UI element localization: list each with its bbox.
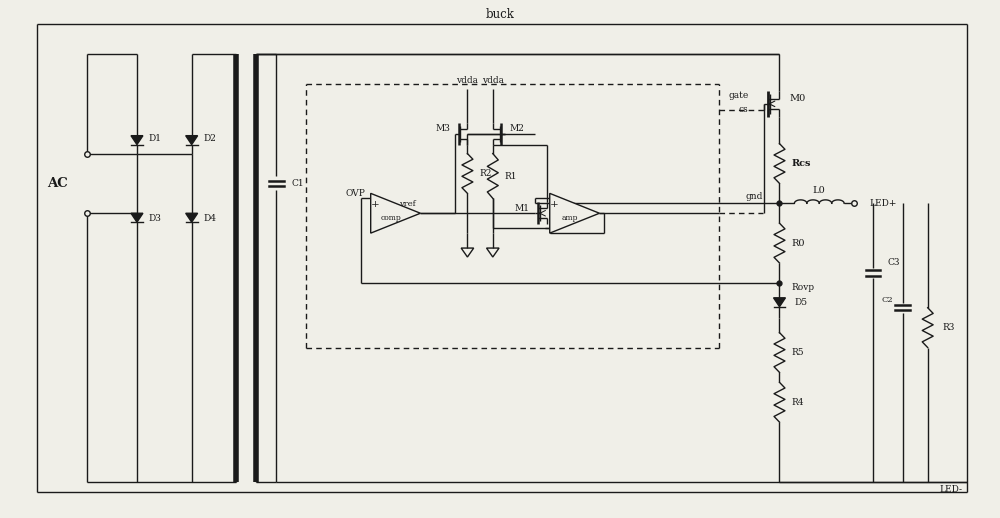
Text: C1: C1 bbox=[291, 179, 304, 188]
Polygon shape bbox=[371, 193, 420, 233]
Polygon shape bbox=[131, 136, 143, 145]
Polygon shape bbox=[131, 213, 143, 222]
Text: R4: R4 bbox=[791, 398, 804, 407]
Text: Rovp: Rovp bbox=[791, 283, 815, 292]
Text: AC: AC bbox=[47, 177, 68, 190]
Text: comp: comp bbox=[380, 214, 401, 222]
Text: D2: D2 bbox=[204, 134, 216, 143]
Text: +: + bbox=[550, 200, 559, 209]
Text: +: + bbox=[371, 200, 380, 209]
Text: M3: M3 bbox=[435, 124, 450, 133]
Text: gnd: gnd bbox=[746, 192, 763, 201]
Text: gate: gate bbox=[728, 91, 749, 100]
Text: vdda: vdda bbox=[482, 77, 504, 85]
Text: M2: M2 bbox=[510, 124, 525, 133]
Text: OVP: OVP bbox=[346, 189, 366, 198]
Text: D3: D3 bbox=[149, 214, 162, 223]
Text: C3: C3 bbox=[888, 258, 900, 267]
Polygon shape bbox=[186, 136, 198, 145]
Text: LED+: LED+ bbox=[869, 199, 896, 208]
Text: M1: M1 bbox=[515, 204, 530, 213]
Text: C2: C2 bbox=[881, 296, 893, 304]
Text: LED-: LED- bbox=[940, 485, 963, 494]
Polygon shape bbox=[774, 298, 785, 307]
Text: amp: amp bbox=[561, 214, 578, 222]
Text: cs: cs bbox=[739, 105, 749, 114]
Text: R1: R1 bbox=[505, 172, 517, 181]
Polygon shape bbox=[186, 213, 198, 222]
Text: D4: D4 bbox=[204, 214, 217, 223]
Text: D1: D1 bbox=[149, 134, 162, 143]
Text: D5: D5 bbox=[794, 298, 808, 307]
Text: R5: R5 bbox=[791, 348, 804, 357]
Text: vdda: vdda bbox=[456, 77, 478, 85]
Text: R2: R2 bbox=[479, 169, 492, 178]
Text: L0: L0 bbox=[813, 186, 826, 195]
Polygon shape bbox=[550, 193, 599, 233]
Text: Rcs: Rcs bbox=[791, 159, 811, 168]
Text: M0: M0 bbox=[789, 94, 806, 104]
Text: buck: buck bbox=[486, 8, 514, 21]
Text: vref: vref bbox=[399, 200, 415, 208]
Text: R0: R0 bbox=[791, 239, 805, 248]
Text: R3: R3 bbox=[943, 323, 955, 332]
